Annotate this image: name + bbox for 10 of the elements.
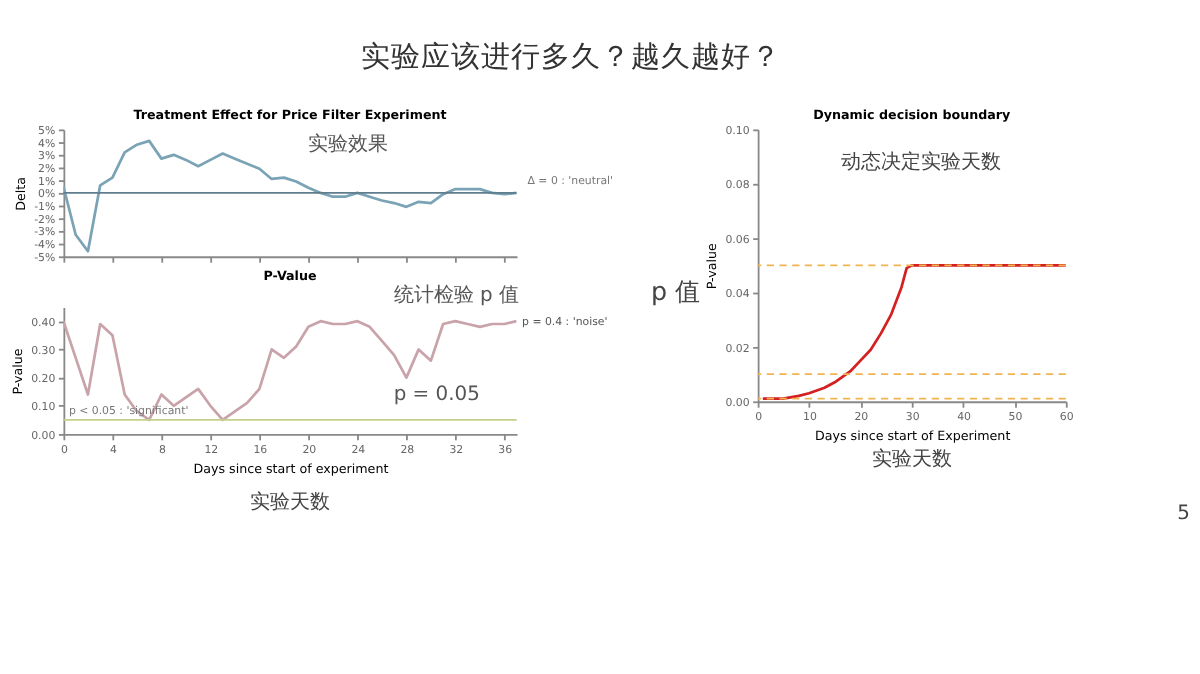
text: 实验天数 bbox=[250, 490, 331, 515]
annotation: p = 0.05 bbox=[393, 383, 480, 406]
annotation: 动态决定实验天数 bbox=[840, 149, 1001, 174]
text: 实验天数 bbox=[871, 446, 952, 471]
line-series bbox=[63, 319, 517, 422]
text: 5 bbox=[1177, 503, 1191, 526]
annotation: 实验效果 bbox=[307, 132, 388, 157]
text: 实验应该进行多久？越久越好？ bbox=[361, 40, 781, 75]
text: p 值 bbox=[651, 275, 702, 306]
annotation: 统计检验 p 值 bbox=[393, 283, 519, 308]
